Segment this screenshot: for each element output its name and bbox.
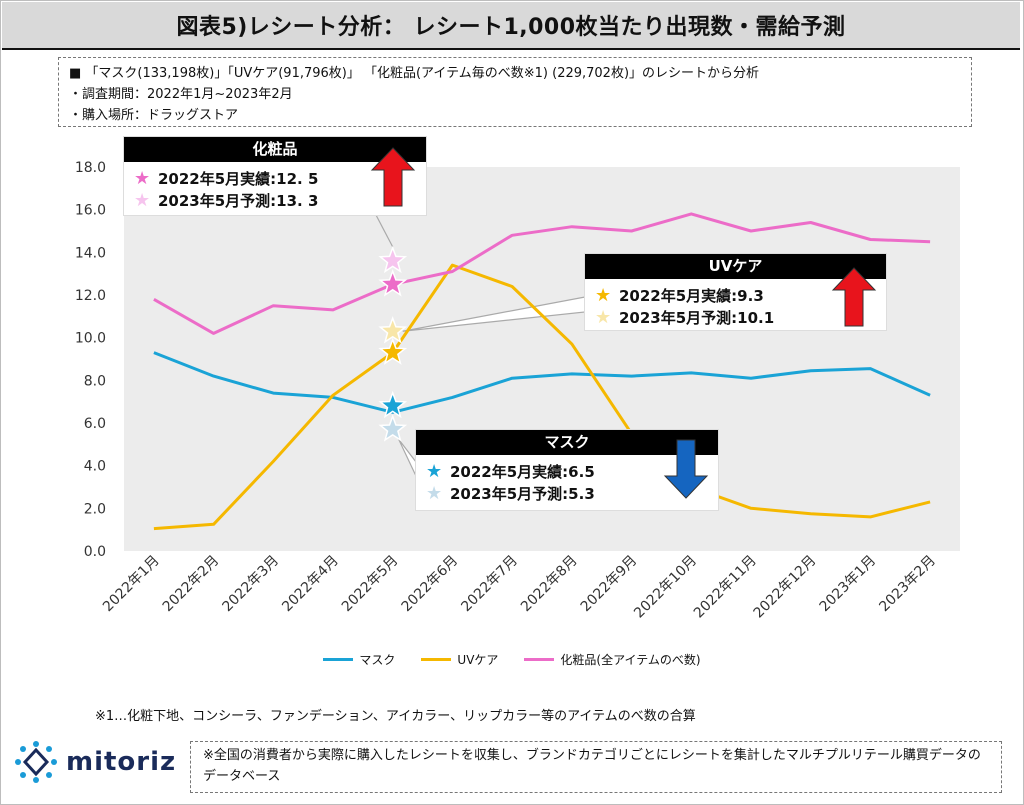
- info-line-1: ■ 「マスク(133,198枚)」「UVケア(91,796枚)」 「化粧品(アイ…: [69, 66, 760, 81]
- callout-mask-actual: 2022年5月実績:6.5: [450, 463, 595, 481]
- callout-uv-actual-row: ★ 2022年5月実績:9.3: [595, 285, 886, 307]
- logo-text: mitoriz: [66, 747, 177, 777]
- x-tick-label: 2022年1月: [100, 553, 163, 616]
- x-tick-label: 2022年12月: [751, 553, 820, 622]
- callout-mask-forecast-row: ★ 2023年5月予測:5.3: [426, 483, 718, 505]
- chart-legend: マスク UVケア 化粧品(全アイテムのべ数): [0, 649, 1024, 669]
- legend-label-mask: マスク: [359, 652, 396, 667]
- x-tick-label: 2022年5月: [339, 553, 402, 616]
- callout-cosmetics-title: 化粧品: [124, 137, 426, 162]
- x-tick-label: 2022年6月: [399, 553, 462, 616]
- callout-mask-actual-row: ★ 2022年5月実績:6.5: [426, 461, 718, 483]
- mitoriz-logo-icon: [15, 741, 57, 783]
- y-tick-label: 14.0: [75, 245, 106, 261]
- legend-item-cosmetics: 化粧品(全アイテムのべ数): [524, 649, 701, 669]
- callout-mask-forecast: 2023年5月予測:5.3: [450, 485, 595, 503]
- y-tick-label: 10.0: [75, 331, 106, 347]
- legend-item-uv: UVケア: [421, 649, 498, 669]
- star-icon: ★: [134, 168, 151, 189]
- legend-swatch: [323, 657, 354, 661]
- legend-label-uv: UVケア: [457, 652, 499, 667]
- y-tick-label: 16.0: [75, 203, 106, 219]
- star-icon: ★: [426, 483, 443, 504]
- x-tick-label: 2022年2月: [160, 553, 223, 616]
- source-note: ※全国の消費者から実際に購入したレシートを収集し、ブランドカテゴリごとにレシート…: [190, 741, 1002, 793]
- y-tick-label: 4.0: [84, 459, 106, 475]
- series-line-cosmetics: [153, 212, 931, 335]
- legend-item-mask: マスク: [323, 649, 395, 669]
- callout-cosmetics-actual-row: ★ 2022年5月実績:12. 5: [134, 168, 426, 190]
- x-tick-label: 2022年8月: [518, 553, 581, 616]
- info-line-2: ・調査期間：2022年1月~2023年2月: [69, 87, 293, 102]
- x-tick-label: 2022年7月: [458, 553, 521, 616]
- callout-uv-title: UVケア: [585, 254, 886, 279]
- y-tick-label: 6.0: [84, 416, 106, 432]
- series-line-uv: [153, 263, 931, 531]
- logo: mitoriz: [14, 740, 176, 784]
- callout-uv-actual: 2022年5月実績:9.3: [619, 287, 764, 305]
- y-tick-label: 18.0: [75, 160, 106, 176]
- callout-cosmetics-forecast: 2023年5月予測:13. 3: [158, 192, 319, 210]
- star-marker-mask-actual: [378, 390, 408, 419]
- x-tick-label: 2022年10月: [631, 553, 700, 622]
- x-tick-label: 2022年11月: [691, 553, 760, 622]
- arrow-up-icon: [831, 267, 877, 327]
- star-icon: ★: [595, 285, 612, 306]
- arrow-up-icon: [370, 147, 416, 207]
- y-tick-label: 12.0: [75, 288, 106, 304]
- star-icon: ★: [595, 307, 612, 328]
- y-tick-label: 8.0: [84, 373, 106, 389]
- x-tick-label: 2022年4月: [279, 553, 342, 616]
- line-chart: 0.0 2.0 4.0 6.0 8.0 10.0 12.0 14.0 16.0 18.0 2022…: [75, 160, 960, 622]
- x-tick-label: 2022年9月: [578, 553, 641, 616]
- legend-swatch: [524, 657, 555, 661]
- x-tick-label: 2023年2月: [876, 553, 939, 616]
- callout-uv-forecast: 2023年5月予測:10.1: [619, 309, 775, 327]
- y-axis-ticks: 0.0 2.0 4.0 6.0 8.0 10.0 12.0 14.0 16.0 18.0: [75, 160, 106, 560]
- star-markers: [378, 245, 408, 442]
- callout-cosmetics-forecast-row: ★ 2023年5月予測:13. 3: [134, 190, 426, 212]
- x-tick-label: 2022年3月: [220, 553, 283, 616]
- callout-uv-forecast-row: ★ 2023年5月予測:10.1: [595, 307, 886, 329]
- star-marker-uv-forecast: [378, 316, 408, 344]
- callout-cosmetics-actual: 2022年5月実績:12. 5: [158, 170, 319, 188]
- leader-line-cosmetics: [375, 214, 394, 248]
- series-lines: [153, 212, 931, 531]
- callout-cosmetics: 化粧品 ★ 2022年5月実績:12. 5 ★ 2023年5月予測:13. 3: [124, 137, 426, 215]
- title-text: 図表5)レシート分析： レシート1,000枚当たり出現数・需給予測: [176, 15, 846, 40]
- info-line-3: ・購入場所：ドラッグストア: [69, 108, 239, 123]
- star-marker-uv-actual: [378, 337, 408, 365]
- x-axis-ticks: 2022年1月2022年2月2022年3月2022年4月2022年5月2022年…: [100, 553, 939, 622]
- footnote: ※1…化粧下地、コンシーラ、ファンデーション、アイカラー、リップカラー等のアイテ…: [95, 709, 696, 724]
- callout-mask-title: マスク: [416, 430, 718, 455]
- info-box: ■ 「マスク(133,198枚)」「UVケア(91,796枚)」 「化粧品(アイ…: [58, 57, 972, 127]
- legend-swatch: [421, 657, 452, 661]
- star-marker-cosmetics-actual: [378, 269, 408, 297]
- star-marker-mask-forecast: [378, 414, 408, 442]
- callout-uv: UVケア ★ 2022年5月実績:9.3 ★ 2023年5月予測:10.1: [585, 254, 886, 330]
- star-marker-cosmetics-forecast: [378, 245, 408, 274]
- star-icon: ★: [426, 461, 443, 482]
- figure-title: 図表5)レシート分析： レシート1,000枚当たり出現数・需給予測: [2, 2, 1020, 50]
- star-icon: ★: [134, 190, 151, 211]
- series-line-mask: [153, 351, 931, 414]
- legend-label-cosmetics: 化粧品(全アイテムのべ数): [560, 652, 701, 667]
- y-tick-label: 2.0: [84, 501, 106, 517]
- x-tick-label: 2023年1月: [817, 553, 880, 616]
- callout-mask: マスク ★ 2022年5月実績:6.5 ★ 2023年5月予測:5.3: [416, 430, 718, 510]
- y-tick-label: 0.0: [84, 544, 106, 560]
- arrow-down-icon: [663, 439, 709, 499]
